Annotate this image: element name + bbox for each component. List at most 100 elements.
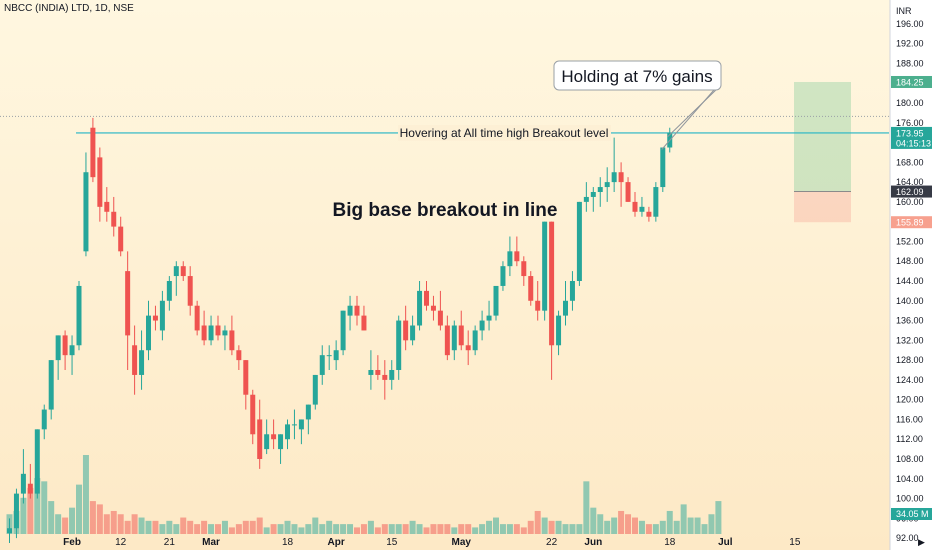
candle-up: [639, 206, 645, 212]
scroll-arrow-icon: ▶: [918, 537, 925, 547]
volume-bar: [298, 527, 305, 534]
volume-bar: [187, 520, 194, 534]
volume-bar: [96, 504, 103, 534]
volume-bar: [652, 524, 659, 534]
candle-down: [528, 276, 534, 301]
volume-bar: [416, 524, 423, 534]
candle-down: [62, 335, 68, 356]
candle-down: [215, 325, 221, 336]
volume-bar: [277, 524, 284, 534]
candle-up: [291, 424, 297, 426]
volume-bar: [55, 514, 62, 534]
volume-bar: [221, 520, 228, 534]
candle-up: [76, 285, 82, 346]
candle-up: [278, 434, 284, 450]
volume-bar: [263, 527, 270, 534]
candle-up: [410, 325, 416, 341]
volume-bar: [583, 481, 590, 534]
volume-bar: [423, 527, 430, 534]
volume-bar: [493, 517, 499, 534]
candle-up: [41, 409, 47, 430]
currency-label: INR: [896, 6, 912, 16]
volume-bar: [555, 520, 562, 534]
candle-down: [125, 271, 131, 336]
candle-up: [139, 350, 145, 375]
candle-down: [201, 325, 207, 341]
volume-bar: [513, 524, 520, 534]
candle-up: [264, 434, 270, 450]
candle-down: [514, 251, 520, 262]
volume-bar: [82, 455, 89, 534]
candle-down: [97, 157, 103, 207]
volume-bar: [374, 527, 381, 534]
price-tick-label: 124.00: [896, 375, 924, 385]
candle-up: [166, 281, 172, 301]
candle-down: [229, 330, 235, 351]
candle-down: [180, 266, 186, 277]
volume-bar: [256, 517, 263, 534]
x-tick-label: 12: [115, 537, 127, 548]
candle-up: [576, 201, 582, 281]
breakout-label-bg: [398, 124, 611, 141]
volume-bar: [381, 524, 388, 534]
price-tick-label: 132.00: [896, 335, 924, 345]
volume-bar: [694, 517, 701, 534]
candle-down: [618, 172, 624, 183]
candle-down: [90, 127, 96, 178]
x-tick-label: 15: [386, 537, 398, 548]
price-tick-label: 188.00: [896, 58, 924, 68]
price-tick-label: 148.00: [896, 256, 924, 266]
candle-down: [104, 201, 110, 212]
price-tick-label: 176.00: [896, 118, 924, 128]
volume-bar: [465, 524, 472, 534]
candle-up: [563, 300, 568, 316]
volume-bar: [472, 527, 479, 534]
position-profit-zone: [794, 81, 851, 192]
price-tick-label: 164.00: [896, 177, 924, 187]
volume-bar: [360, 524, 367, 534]
volume-bar: [326, 520, 333, 534]
candle-up: [507, 251, 513, 267]
candle-down: [361, 315, 367, 331]
candle-up: [305, 404, 311, 420]
candle-up: [285, 424, 290, 440]
volume-bar: [319, 524, 326, 534]
candle-up: [173, 266, 179, 277]
price-tick-label: 108.00: [896, 454, 924, 464]
candle-down: [257, 419, 263, 459]
candle-up: [208, 325, 214, 341]
volume-bar: [409, 520, 416, 534]
candle-down: [382, 374, 388, 380]
volume-bar: [499, 524, 506, 534]
volume-bar: [110, 510, 117, 534]
candle-up: [493, 285, 499, 316]
volume-bar: [305, 524, 312, 534]
callout-box: [553, 60, 722, 91]
x-tick-label: Apr: [328, 537, 345, 548]
volume-bar: [138, 517, 145, 534]
x-tick-label: Mar: [202, 537, 220, 548]
price-tick-label: 116.00: [896, 414, 923, 424]
volume-bar: [451, 527, 458, 534]
big-base-annotation: Big base breakout in line: [333, 200, 558, 221]
volume-bar: [354, 527, 360, 534]
last-price-tag-timer: 04:15:13: [896, 138, 931, 148]
candle-down: [250, 394, 256, 435]
candle-down: [632, 201, 638, 212]
volume-bar: [618, 510, 625, 534]
candle-down: [458, 325, 464, 346]
volume-bar: [201, 520, 208, 534]
candle-up: [556, 315, 562, 346]
volume-bar: [576, 524, 583, 534]
volume-bar: [527, 520, 534, 534]
volume-bar: [367, 520, 374, 534]
volume-bar: [166, 520, 173, 534]
price-tick-label: 152.00: [896, 236, 924, 246]
last-price-tag: 173.95: [896, 128, 924, 138]
candle-up: [472, 330, 478, 351]
candle-down: [187, 276, 193, 306]
volume-bar: [402, 524, 409, 534]
candle-down: [646, 211, 652, 217]
